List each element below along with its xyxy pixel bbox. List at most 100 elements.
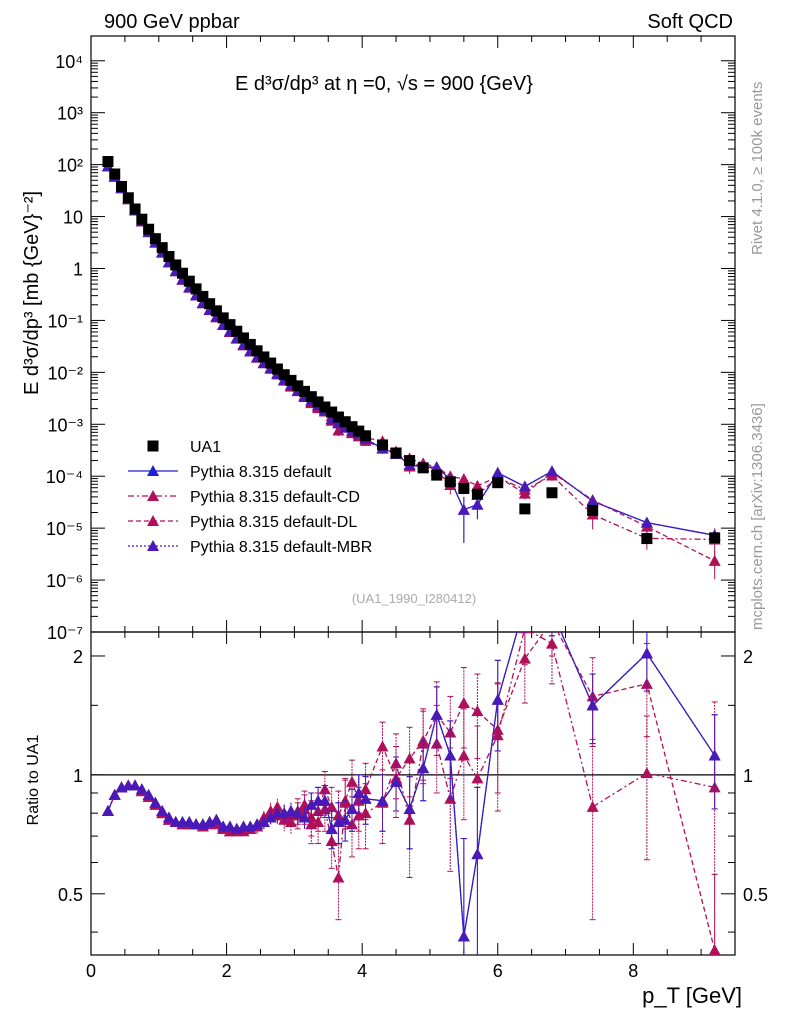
y-tick-label: 10⁻⁵ <box>46 519 83 539</box>
ratio-point <box>457 930 470 942</box>
data-point <box>204 298 216 310</box>
data-point <box>353 425 365 437</box>
data-point <box>102 155 114 167</box>
series-pythia-8-315-default-mbr <box>101 160 721 543</box>
x-tick-label: 2 <box>222 961 232 981</box>
data-point <box>641 533 653 545</box>
data-point <box>156 242 168 254</box>
data-point <box>299 385 311 397</box>
ratio-y-tick-label: 1 <box>743 766 753 786</box>
ratio-pythia-8-315-default-mbr <box>101 605 721 955</box>
ratio-point <box>545 637 558 649</box>
ratio-point <box>417 762 430 774</box>
ratio-point <box>586 699 599 711</box>
ratio-y-tick-label: 2 <box>73 647 83 667</box>
ratio-point <box>142 788 155 800</box>
ratio-point <box>312 805 325 817</box>
ratio-point <box>444 749 457 761</box>
data-point <box>404 455 416 467</box>
data-point <box>210 305 222 317</box>
data-point <box>332 424 345 436</box>
y-tick-label: 1 <box>73 259 83 279</box>
ratio-point <box>403 752 416 764</box>
ratio-point <box>325 835 338 847</box>
ratio-point <box>546 605 558 616</box>
data-point <box>183 275 195 287</box>
legend-marker <box>147 540 159 551</box>
data-point <box>458 482 470 494</box>
ratio-y-tick-label: 0.5 <box>743 885 768 905</box>
ratio-point <box>305 798 318 810</box>
data-point <box>278 369 290 381</box>
data-point <box>217 312 229 324</box>
data-point <box>587 504 599 516</box>
ratio-point <box>403 802 416 814</box>
data-point <box>143 223 155 235</box>
data-point <box>292 380 304 392</box>
y-tick-label: 10⁻¹ <box>47 311 83 331</box>
data-point <box>417 462 429 474</box>
ratio-point <box>298 811 311 823</box>
data-point <box>709 532 721 544</box>
ratio-y-tick-label: 2 <box>743 647 753 667</box>
y-tick-label: 10² <box>57 156 83 176</box>
ratio-point <box>223 820 236 832</box>
series-ua1 <box>102 155 721 545</box>
ratio-point <box>586 800 599 812</box>
data-point <box>170 259 182 271</box>
data-point <box>238 332 250 344</box>
ratio-point <box>444 726 457 738</box>
ratio-series <box>101 598 721 955</box>
ratio-point <box>546 605 558 616</box>
ratio-point <box>519 598 531 609</box>
ratio-y-tick-label: 1 <box>73 766 83 786</box>
ratio-point <box>257 815 270 827</box>
legend: UA1 Pythia 8.315 default Pythia 8.315 defa… <box>128 439 372 556</box>
x-tick-label: 6 <box>493 961 503 981</box>
y-tick-label: 10⁻⁶ <box>46 571 83 591</box>
legend-label: Pythia 8.315 default-CD <box>190 489 360 506</box>
mcplots-label: mcplots.cern.ch [arXiv:1306.3436] <box>749 403 766 630</box>
ratio-point <box>546 615 558 626</box>
data-point <box>457 473 470 485</box>
data-point <box>285 374 297 386</box>
data-point <box>471 479 484 491</box>
ratio-ylabel: Ratio to UA1 <box>25 735 42 826</box>
data-point <box>319 401 331 413</box>
data-point <box>444 476 456 488</box>
data-point <box>197 290 209 302</box>
data-point <box>129 203 141 215</box>
y-tick-label: 10⁴ <box>55 52 83 72</box>
main-title: E d³σ/dp³ at η =0, √s = 900 {GeV} <box>235 73 533 95</box>
header-right: Soft QCD <box>647 11 733 33</box>
data-point <box>149 233 161 245</box>
ratio-point <box>162 811 175 823</box>
rivet-label: Rivet 4.1.0, ≥ 100k events <box>749 82 766 255</box>
data-point <box>224 319 236 331</box>
ratio-point <box>129 779 142 791</box>
ratio-point <box>149 796 162 808</box>
axes: 0 2 4 6 8 10⁻⁷ 10⁻⁶ 10⁻⁵ 10⁻⁴ 10⁻³ 10⁻² 10⁻¹ 1 10 10² 1… <box>46 36 768 981</box>
y-tick-label: 10⁻² <box>47 363 83 383</box>
ratio-point <box>457 697 470 709</box>
ratio-point <box>376 740 389 752</box>
ratio-point <box>156 805 169 817</box>
ratio-point <box>325 822 338 834</box>
ratio-point <box>352 786 365 798</box>
data-point <box>231 325 243 337</box>
legend-label: Pythia 8.315 default-DL <box>190 514 357 531</box>
ratio-point <box>430 708 443 720</box>
data-point <box>163 251 175 263</box>
ratio-point <box>339 813 352 825</box>
ratio-point <box>708 944 721 955</box>
legend-marker <box>147 440 159 452</box>
ratio-point <box>318 794 331 806</box>
data-point <box>471 498 484 510</box>
legend-entry: Pythia 8.315 default <box>128 464 332 481</box>
data-point <box>177 267 189 279</box>
data-point <box>244 338 256 350</box>
legend-marker <box>147 490 159 501</box>
main-ylabel: E d³σ/dp³ [mb {GeV}⁻²] <box>21 191 43 395</box>
legend-entry: Pythia 8.315 default-DL <box>128 514 357 531</box>
ratio-point <box>332 871 345 883</box>
